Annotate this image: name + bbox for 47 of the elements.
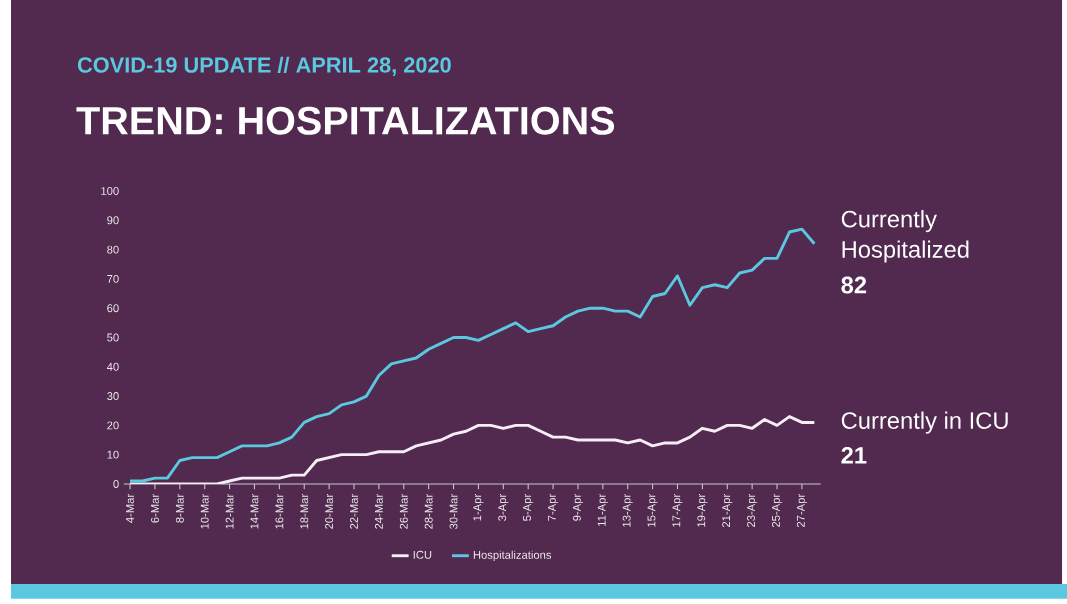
y-tick-label: 40 — [106, 362, 119, 371]
x-tick-label: 20-Mar — [325, 494, 334, 529]
chart-subtitle: COVID-19 UPDATE // APRIL 28, 2020 — [77, 56, 451, 77]
x-tick-label: 4-Mar — [126, 494, 134, 524]
text: Currently in ICU — [841, 411, 1008, 434]
text: 82 — [841, 276, 867, 294]
y-tick-label: 10 — [107, 450, 119, 459]
x-tick-label: 27-Apr — [796, 494, 807, 528]
x-tick-label: 11-Apr — [597, 494, 608, 527]
y-tick-label: 50 — [107, 333, 119, 342]
x-tick-label: 18-Mar — [300, 494, 309, 529]
y-tick-label: 90 — [107, 216, 119, 225]
x-tick-label: 6-Mar — [150, 494, 159, 523]
x-tick-label: 15-Apr — [647, 494, 658, 527]
x-tick-label: 26-Mar — [399, 494, 408, 529]
x-tick-label: 10-Mar — [200, 494, 209, 529]
x-tick-label: 21-Apr — [722, 494, 733, 528]
y-tick-label: 70 — [107, 275, 119, 283]
x-tick-label: 17-Apr — [672, 494, 683, 527]
y-tick-label: 100 — [101, 187, 119, 196]
x-tick-label: 7-Apr — [548, 494, 559, 521]
x-tick-label: 9-Apr — [572, 494, 584, 521]
x-tick-label: 25-Apr — [771, 494, 783, 528]
x-tick-label: 16-Mar — [275, 494, 284, 529]
y-tick-label: 20 — [107, 421, 119, 430]
x-tick-label: 13-Apr — [622, 494, 633, 527]
x-tick-label: 5-Apr — [523, 494, 534, 521]
chart-title: TREND: HOSPITALIZATIONS — [76, 106, 615, 135]
legend-label: ICU — [413, 550, 432, 559]
x-tick-label: 1-Apr — [473, 494, 484, 521]
x-tick-label: 23-Apr — [747, 494, 758, 528]
x-tick-label: 3-Apr — [498, 494, 509, 522]
text: Currently Hospitalized — [841, 210, 969, 263]
text: 21 — [841, 447, 867, 464]
x-tick-label: 24-Mar — [374, 494, 383, 529]
y-tick-label: 80 — [107, 245, 119, 254]
x-tick-label: 14-Mar — [250, 494, 259, 529]
x-tick-label: 12-Mar — [225, 494, 234, 529]
x-tick-label: 8-Mar — [175, 494, 184, 523]
x-tick-label: 19-Apr — [697, 494, 708, 527]
y-tick-label: 0 — [113, 480, 119, 489]
y-tick-label: 30 — [107, 392, 119, 401]
x-tick-label: 22-Mar — [350, 494, 358, 529]
x-tick-label: 28-Mar — [424, 494, 433, 529]
x-tick-label: 30-Mar — [449, 494, 458, 530]
y-tick-label: 60 — [107, 304, 119, 313]
legend-label: Hospitalizations — [473, 550, 552, 562]
